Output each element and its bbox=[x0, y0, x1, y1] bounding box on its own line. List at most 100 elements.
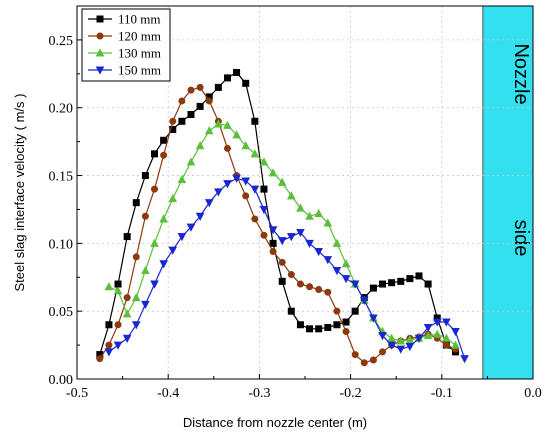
data-point-triangle-down bbox=[259, 205, 269, 215]
data-point-circle bbox=[178, 97, 186, 105]
data-point-triangle-down bbox=[277, 237, 287, 246]
y-tick-label: 0.00 bbox=[49, 373, 74, 388]
data-point-square bbox=[214, 83, 222, 91]
data-point-square bbox=[160, 136, 168, 144]
data-point-square bbox=[424, 280, 432, 288]
data-point-triangle-up bbox=[104, 282, 114, 291]
data-point-triangle-up bbox=[451, 340, 460, 349]
data-point-circle bbox=[187, 86, 195, 94]
legend-label: 150 mm bbox=[118, 63, 161, 78]
series-line bbox=[99, 71, 456, 355]
data-point-triangle-up bbox=[405, 335, 415, 344]
data-point-circle bbox=[315, 285, 323, 293]
data-point-square bbox=[223, 74, 231, 82]
data-point-triangle-up bbox=[296, 203, 305, 212]
x-tick-label: -0.5 bbox=[66, 386, 88, 401]
data-point-triangle-up bbox=[95, 48, 105, 57]
x-tick-label: 0.0 bbox=[524, 386, 542, 401]
data-point-square bbox=[260, 185, 268, 193]
nozzle-rect bbox=[482, 5, 534, 380]
data-point-circle bbox=[351, 351, 359, 359]
y-tick-label: 0.10 bbox=[49, 237, 74, 252]
data-point-triangle-down bbox=[104, 348, 114, 357]
x-axis-title: Distance from nozzle center (m) bbox=[183, 415, 367, 430]
data-point-triangle-down bbox=[268, 226, 278, 235]
data-point-square bbox=[342, 318, 350, 326]
data-point-circle bbox=[260, 231, 268, 239]
data-point-square bbox=[187, 111, 195, 119]
data-point-triangle-up bbox=[241, 141, 251, 150]
data-point-triangle-up bbox=[387, 333, 396, 342]
x-tick-label: -0.2 bbox=[340, 386, 362, 401]
data-point-triangle-up bbox=[168, 193, 178, 203]
data-point-triangle-up bbox=[396, 336, 406, 345]
x-tick-label: -0.3 bbox=[248, 386, 270, 401]
y-tick-label: 0.05 bbox=[49, 305, 74, 320]
data-point-triangle-down bbox=[350, 280, 360, 289]
data-point-triangle-up bbox=[332, 238, 342, 247]
data-point-square bbox=[406, 275, 414, 283]
data-point-square bbox=[388, 279, 396, 287]
data-point-circle bbox=[242, 192, 250, 200]
y-axis-title: Steel slag interface velocity ( m/s ) bbox=[12, 94, 27, 292]
data-point-triangle-down bbox=[323, 256, 333, 265]
data-point-triangle-up bbox=[341, 259, 351, 268]
data-point-triangle-down bbox=[396, 345, 406, 354]
data-point-triangle-down bbox=[296, 229, 305, 238]
data-point-triangle-up bbox=[259, 157, 269, 166]
legend: 110 mm 120 mm 130 mm 150 mm bbox=[81, 8, 171, 82]
data-point-square bbox=[242, 79, 250, 87]
data-point-circle bbox=[196, 83, 204, 91]
data-point-triangle-up bbox=[442, 333, 451, 342]
data-point-circle bbox=[269, 248, 277, 256]
x-tick-label: -0.4 bbox=[157, 386, 179, 401]
data-point-triangle-down bbox=[159, 260, 168, 269]
legend-entry: 130 mm bbox=[88, 46, 161, 61]
data-point-circle bbox=[151, 185, 159, 193]
data-point-triangle-down bbox=[451, 328, 460, 337]
data-point-square bbox=[379, 280, 387, 288]
data-point-circle bbox=[123, 294, 131, 302]
data-point-triangle-down bbox=[369, 314, 378, 323]
data-point-triangle-down bbox=[314, 248, 323, 257]
data-point-triangle-down bbox=[131, 321, 141, 330]
data-point-triangle-up bbox=[268, 168, 278, 177]
data-point-triangle-down bbox=[250, 185, 260, 194]
data-point-square bbox=[196, 102, 204, 110]
data-point-square bbox=[333, 321, 341, 329]
data-point-square bbox=[233, 68, 241, 76]
data-point-square bbox=[369, 284, 377, 292]
data-point-triangle-down bbox=[195, 212, 205, 221]
data-point-triangle-down bbox=[241, 177, 251, 186]
data-point-triangle-up bbox=[159, 214, 168, 223]
data-point-circle bbox=[442, 341, 450, 349]
data-point-triangle-down bbox=[341, 275, 351, 284]
data-point-triangle-down bbox=[405, 342, 415, 352]
data-point-triangle-up bbox=[204, 126, 214, 135]
data-point-square bbox=[278, 277, 286, 285]
data-point-square bbox=[351, 307, 359, 315]
data-point-triangle-down bbox=[113, 341, 123, 350]
legend-label: 110 mm bbox=[118, 12, 161, 27]
data-point-triangle-down bbox=[186, 223, 196, 232]
data-point-triangle-up bbox=[131, 292, 141, 302]
legend-label: 120 mm bbox=[118, 29, 161, 44]
data-point-triangle-down bbox=[177, 233, 187, 242]
legend-label: 130 mm bbox=[118, 46, 161, 61]
data-point-triangle-down bbox=[414, 334, 424, 343]
data-point-circle bbox=[278, 258, 286, 266]
data-point-square bbox=[96, 15, 104, 23]
data-point-triangle-down bbox=[423, 323, 433, 333]
data-point-triangle-up bbox=[314, 208, 323, 218]
nozzle-label-line1: Nozzle bbox=[510, 43, 532, 104]
data-point-triangle-up bbox=[214, 119, 223, 128]
data-point-triangle-up bbox=[223, 120, 232, 129]
data-point-triangle-down bbox=[168, 246, 178, 255]
data-point-triangle-up bbox=[232, 130, 241, 139]
data-point-triangle-down bbox=[150, 280, 159, 289]
x-tick-label: -0.1 bbox=[431, 386, 453, 401]
data-point-triangle-up bbox=[113, 286, 123, 295]
data-point-triangle-down bbox=[442, 318, 451, 327]
data-point-circle bbox=[132, 253, 140, 261]
